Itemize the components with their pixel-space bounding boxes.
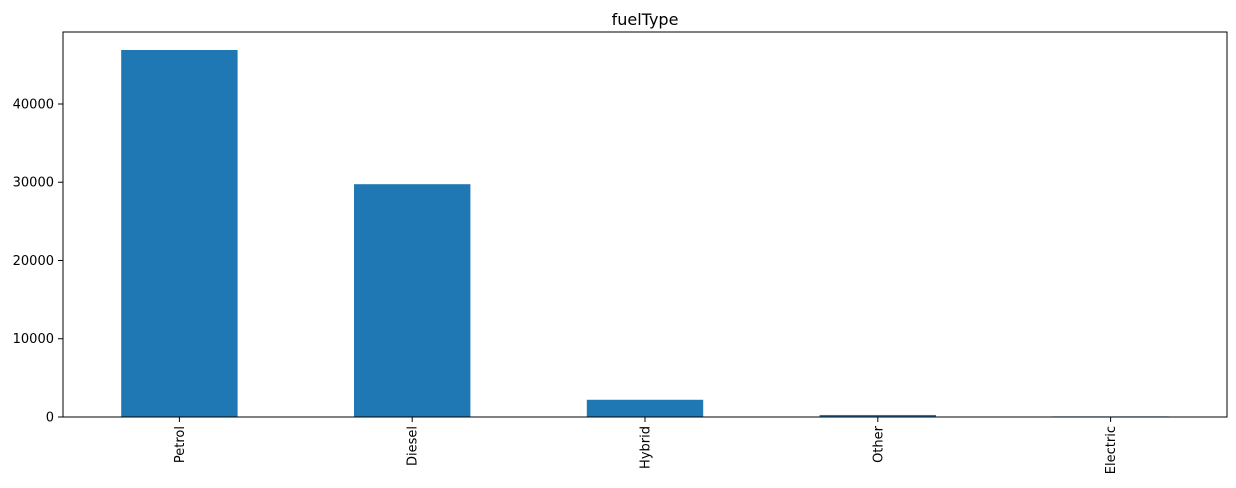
y-tick-label: 40000 [13, 97, 54, 112]
bar-petrol [121, 50, 238, 417]
bar-other [819, 414, 936, 417]
x-tick-label: Petrol [173, 426, 188, 463]
chart-title: fuelType [612, 10, 679, 29]
x-tick-label: Hybrid [639, 426, 654, 469]
plot-area: 0 10000 20000 30000 40000 Petrol Diesel Hybrid O… [13, 31, 1228, 474]
bar-diesel [354, 184, 471, 417]
y-tick-label: 20000 [13, 254, 54, 269]
x-tick-label: Other [871, 425, 886, 463]
y-tick-label: 30000 [13, 176, 54, 191]
y-tick-label: 10000 [13, 332, 54, 347]
x-tick-label: Diesel [406, 426, 421, 466]
y-tick-label: 0 [46, 411, 54, 426]
x-tick-label: Electric [1104, 426, 1119, 474]
bar-hybrid [586, 399, 704, 417]
